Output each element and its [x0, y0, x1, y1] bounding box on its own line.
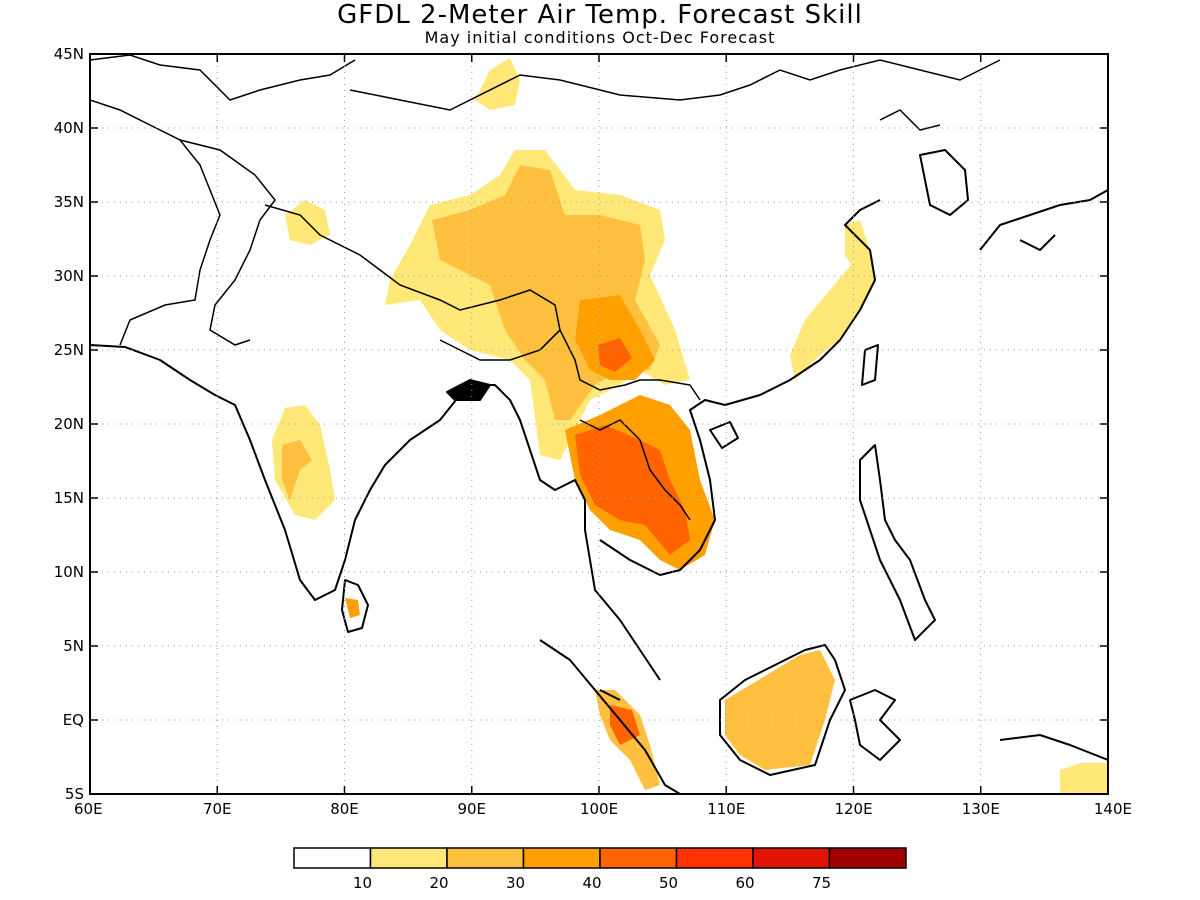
lat-label: 20N — [54, 415, 84, 433]
colorbar-swatch — [293, 847, 372, 869]
skill-region-north-patch — [475, 58, 520, 110]
border-central-asia — [90, 54, 356, 101]
coastlines — [90, 149, 1108, 794]
skill-region-india-core — [282, 440, 312, 500]
colorbar-label: 30 — [506, 874, 525, 892]
colorbar-swatch — [828, 847, 907, 869]
coastline-myanmar — [470, 384, 661, 681]
coastline-china-south — [724, 199, 881, 406]
colorbar-swatch — [675, 847, 754, 869]
lat-label: 45N — [54, 45, 84, 63]
skill-region-yunnan-core — [598, 338, 632, 372]
colorbar-label: 60 — [735, 874, 754, 892]
colorbar-swatch — [599, 847, 678, 869]
border-thailand-laos — [579, 419, 691, 521]
lon-label: 110E — [707, 800, 745, 818]
map-title: GFDL 2-Meter Air Temp. Forecast Skill — [337, 0, 863, 30]
skill-region-srilanka — [345, 598, 360, 618]
colorbar: 10 20 30 40 50 60 75 — [293, 847, 907, 892]
country-borders — [90, 54, 1001, 521]
lon-label: 80E — [330, 800, 359, 818]
skill-region-china-coast — [790, 250, 875, 380]
colorbar-label: 75 — [812, 874, 831, 892]
coastline-sulawesi — [849, 689, 901, 761]
colorbar-swatch — [522, 847, 601, 869]
border-mongolia — [349, 59, 1001, 111]
lon-label: 100E — [580, 800, 618, 818]
lat-label: 35N — [54, 193, 84, 211]
coastline-korea — [919, 149, 969, 216]
border-pakistan — [179, 139, 276, 346]
lat-label: 15N — [54, 489, 84, 507]
lon-label: 140E — [1094, 800, 1132, 818]
colorbar-swatch — [369, 847, 448, 869]
coastline-new-guinea — [999, 734, 1108, 761]
lat-label: 30N — [54, 267, 84, 285]
coastline-bangladesh-delta — [446, 379, 491, 401]
border-afghanistan — [90, 99, 221, 346]
colorbar-label: 50 — [659, 874, 678, 892]
coastline-sumatra — [539, 639, 681, 794]
colorbar-label: 40 — [582, 874, 601, 892]
border-china-korea — [879, 109, 941, 131]
map-subtitle: May initial conditions Oct-Dec Forecast — [424, 28, 776, 47]
lon-label: 90E — [457, 800, 486, 818]
coastline-japan — [979, 189, 1108, 251]
coastline-hainan — [709, 421, 739, 449]
skill-region-new-guinea — [1060, 763, 1108, 794]
skill-region-yunnan — [575, 295, 655, 380]
lon-label: 60E — [74, 800, 103, 818]
coastline-srilanka — [341, 579, 369, 633]
border-nepal — [264, 204, 561, 361]
colorbar-swatch — [752, 847, 831, 869]
lon-label: 70E — [203, 800, 232, 818]
skill-region-borneo — [725, 650, 835, 770]
lon-label: 120E — [834, 800, 872, 818]
lat-label: 25N — [54, 341, 84, 359]
coastline-borneo — [719, 644, 846, 776]
skill-shading — [272, 58, 1108, 794]
colorbar-label: 10 — [353, 874, 372, 892]
lat-label: 5S — [65, 785, 84, 803]
colorbar-label: 20 — [429, 874, 448, 892]
skill-region-seasia-core — [575, 425, 690, 555]
border-myanmar — [539, 328, 701, 401]
coastline-indochina — [599, 399, 726, 576]
lat-label: EQ — [63, 711, 84, 729]
coastline-india — [90, 344, 471, 601]
coastline-taiwan — [861, 344, 879, 386]
lon-label: 130E — [962, 800, 1000, 818]
colorbar-swatch — [446, 847, 525, 869]
lat-label: 5N — [63, 637, 84, 655]
lat-label: 40N — [54, 119, 84, 137]
lat-label: 10N — [54, 563, 84, 581]
coastline-philippines — [859, 444, 936, 641]
